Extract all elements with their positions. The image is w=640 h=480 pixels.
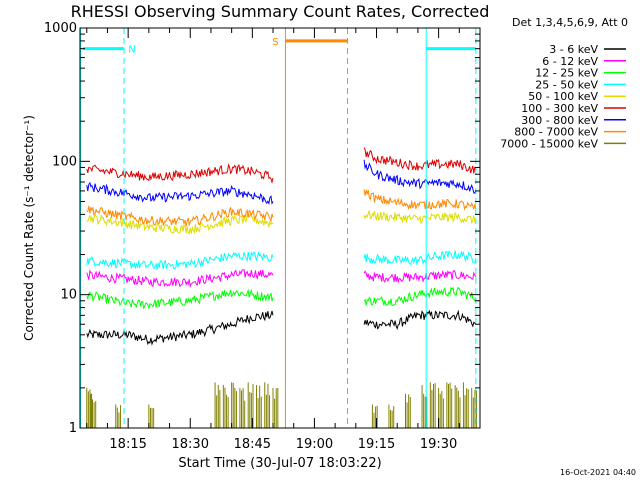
x-tick-label-1930: 19:30: [420, 437, 457, 452]
legend-label-50-100-kev: 50 - 100 keV: [528, 90, 598, 103]
series-line-100-300-kev-seg2: [363, 147, 477, 174]
legend-label-800-7000-kev: 800 - 7000 keV: [514, 126, 598, 139]
series-line-300-800-kev-seg2: [363, 159, 477, 194]
series-line-300-800-kev-seg1: [86, 181, 274, 206]
series-line-50-100-kev-seg2: [363, 210, 477, 225]
flag-s-label: S: [272, 37, 278, 48]
series-line-3-6-kev-seg1: [86, 310, 274, 346]
legend-label-25-50-kev: 25 - 50 keV: [535, 78, 598, 91]
series-line-12-25-kev-seg2: [363, 286, 477, 306]
y-tick-label-1000: 1000: [44, 21, 77, 36]
axis-layer: 1 10 100 1000 18:15 18:30 18:45 19:00 19:15 19:30: [44, 21, 481, 452]
chart-title: RHESSI Observing Summary Count Rates, Co…: [71, 2, 490, 21]
y-tick-label-1: 1: [69, 421, 77, 436]
series-line-50-100-kev-seg1: [86, 213, 274, 235]
x-tick-label-1830: 18:30: [172, 437, 209, 452]
legend-label-12-25-kev: 12 - 25 keV: [535, 67, 598, 80]
series-line-25-50-kev-seg1: [86, 251, 274, 270]
x-tick-label-1845: 18:45: [234, 437, 271, 452]
flag-n-label: N: [128, 45, 135, 56]
y-axis-label: Corrected Count Rate (s⁻¹ detector⁻¹): [22, 115, 36, 341]
series-line-100-300-kev-seg1: [86, 163, 274, 184]
y-tick-label-10: 10: [60, 288, 77, 303]
x-tick-label-1815: 18:15: [109, 437, 146, 452]
x-tick-label-1915: 19:15: [358, 437, 395, 452]
x-axis-label: Start Time (30-Jul-07 18:03:22): [178, 456, 381, 471]
x-tick-label-1900: 19:00: [296, 437, 333, 452]
series-line-6-12-kev-seg1: [86, 269, 274, 289]
y-tick-label-100: 100: [52, 154, 77, 169]
series-line-12-25-kev-seg1: [86, 288, 274, 310]
legend-label-7000-15000-kev: 7000 - 15000 keV: [500, 137, 598, 150]
legend-label-300-800-kev: 300 - 800 keV: [521, 114, 598, 127]
series-line-3-6-kev-seg2: [363, 309, 477, 330]
series-line-25-50-kev-seg2: [363, 250, 477, 266]
series-line-800-7000-kev-seg2: [363, 189, 477, 211]
data-layer: [86, 147, 478, 428]
legend-label-100-300-kev: 100 - 300 keV: [521, 102, 598, 115]
series-line-800-7000-kev-seg1: [86, 205, 274, 227]
footer-timestamp: 16-Oct-2021 04:40: [560, 468, 636, 477]
legend-title: Det 1,3,4,5,6,9, Att 0: [512, 16, 628, 29]
legend-label-6-12-kev: 6 - 12 keV: [542, 55, 598, 68]
series-line-6-12-kev-seg2: [363, 269, 477, 284]
legend-label-3-6-kev: 3 - 6 keV: [549, 43, 598, 56]
plot-frame: [79, 27, 481, 429]
flag-layer: NS: [80, 28, 477, 428]
